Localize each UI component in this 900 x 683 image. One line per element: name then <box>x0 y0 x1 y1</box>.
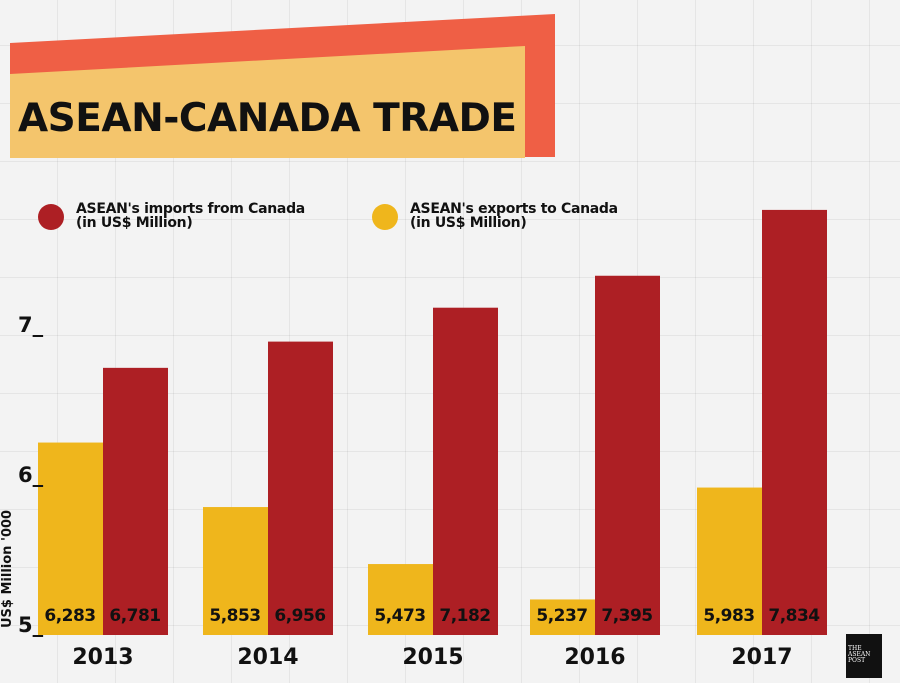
exports-label-2015: 5,473 <box>374 606 426 626</box>
imports-bar-2015 <box>433 307 498 635</box>
legend-exports-label: ASEAN's exports to Canada <box>410 201 618 217</box>
x-tick-2016: 2016 <box>564 645 626 670</box>
exports-bar-2015 <box>368 564 433 635</box>
imports-label-2016: 7,395 <box>601 606 653 626</box>
imports-bar-2013 <box>103 367 168 635</box>
exports-dot-icon <box>372 204 398 230</box>
y-tick-5: 5_ <box>18 613 44 637</box>
exports-label-2017: 5,983 <box>703 606 755 626</box>
imports-label-2015: 7,182 <box>439 606 491 626</box>
imports-label-2013: 6,781 <box>109 606 161 626</box>
y-axis-label: US$ Million '000 <box>0 509 15 628</box>
legend-exports-unit: (in US$ Million) <box>410 215 527 231</box>
imports-label-2017: 7,834 <box>768 606 820 626</box>
legend-imports: ASEAN's imports from Canada (in US$ Milli… <box>38 202 305 230</box>
legend-imports-unit: (in US$ Million) <box>76 215 193 231</box>
imports-bar-2014 <box>268 341 333 635</box>
the-asean-post-logo: THE ASEAN POST <box>846 634 882 678</box>
exports-label-2013: 6,283 <box>44 606 96 626</box>
imports-label-2014: 6,956 <box>274 606 326 626</box>
exports-label-2016: 5,237 <box>536 606 588 626</box>
y-tick-6: 6_ <box>18 463 44 487</box>
exports-bar-2017 <box>697 487 762 635</box>
legend-exports: ASEAN's exports to Canada (in US$ Million… <box>372 202 618 230</box>
y-tick-7: 7_ <box>18 313 44 337</box>
exports-bar-2013 <box>38 442 103 635</box>
x-tick-2015: 2015 <box>402 645 464 670</box>
x-tick-2013: 2013 <box>72 645 134 670</box>
legend-imports-label: ASEAN's imports from Canada <box>76 201 305 217</box>
exports-bar-2014 <box>203 507 268 635</box>
imports-dot-icon <box>38 204 64 230</box>
x-tick-2014: 2014 <box>237 645 299 670</box>
banner-yellow <box>10 46 525 158</box>
chart-title: ASEAN-CANADA TRADE <box>18 96 517 141</box>
exports-label-2014: 5,853 <box>209 606 261 626</box>
imports-bar-2016 <box>595 275 660 635</box>
imports-bar-2017 <box>762 209 827 635</box>
exports-bar-2016 <box>530 599 595 635</box>
x-tick-2017: 2017 <box>731 645 793 670</box>
